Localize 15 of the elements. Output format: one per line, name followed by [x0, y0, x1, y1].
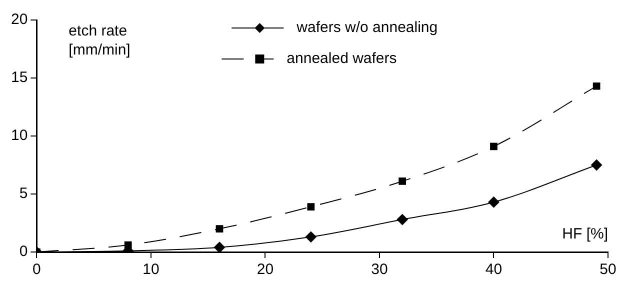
x-tick-label: 20: [256, 261, 274, 278]
x-tick-label: 0: [32, 261, 41, 278]
y-tick-label: 5: [19, 185, 28, 202]
y-tick-label: 15: [10, 69, 28, 86]
y-tick-label: 20: [10, 11, 28, 28]
x-tick-label: 10: [142, 261, 160, 278]
x-tick-label: 50: [600, 261, 616, 278]
x-tick-label: 40: [485, 261, 502, 278]
y-tick-label: 0: [19, 243, 28, 260]
x-tick-label: 30: [371, 261, 388, 278]
legend-label: annealed wafers: [286, 50, 397, 68]
legend-label: wafers w/o annealing: [296, 19, 438, 36]
x-axis-title: HF [%]: [562, 226, 608, 243]
y-tick-label: 10: [10, 127, 28, 144]
y-axis-title: etch rate [mm/min]: [68, 22, 130, 59]
